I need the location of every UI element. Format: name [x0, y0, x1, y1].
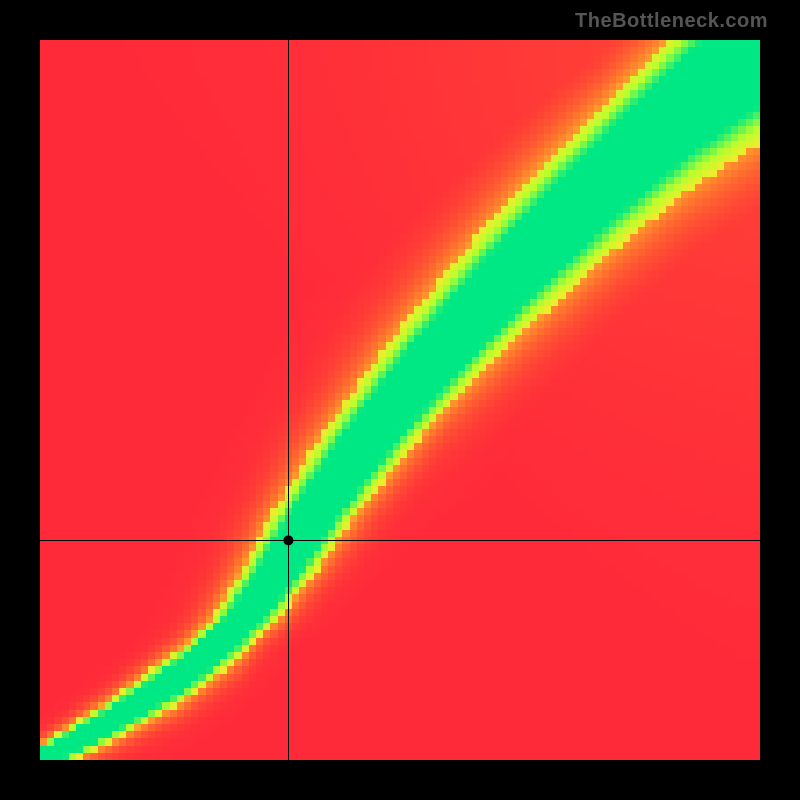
chart-container: TheBottleneck.com — [0, 0, 800, 800]
watermark-text: TheBottleneck.com — [575, 10, 768, 33]
bottleneck-heatmap-canvas — [0, 0, 800, 800]
